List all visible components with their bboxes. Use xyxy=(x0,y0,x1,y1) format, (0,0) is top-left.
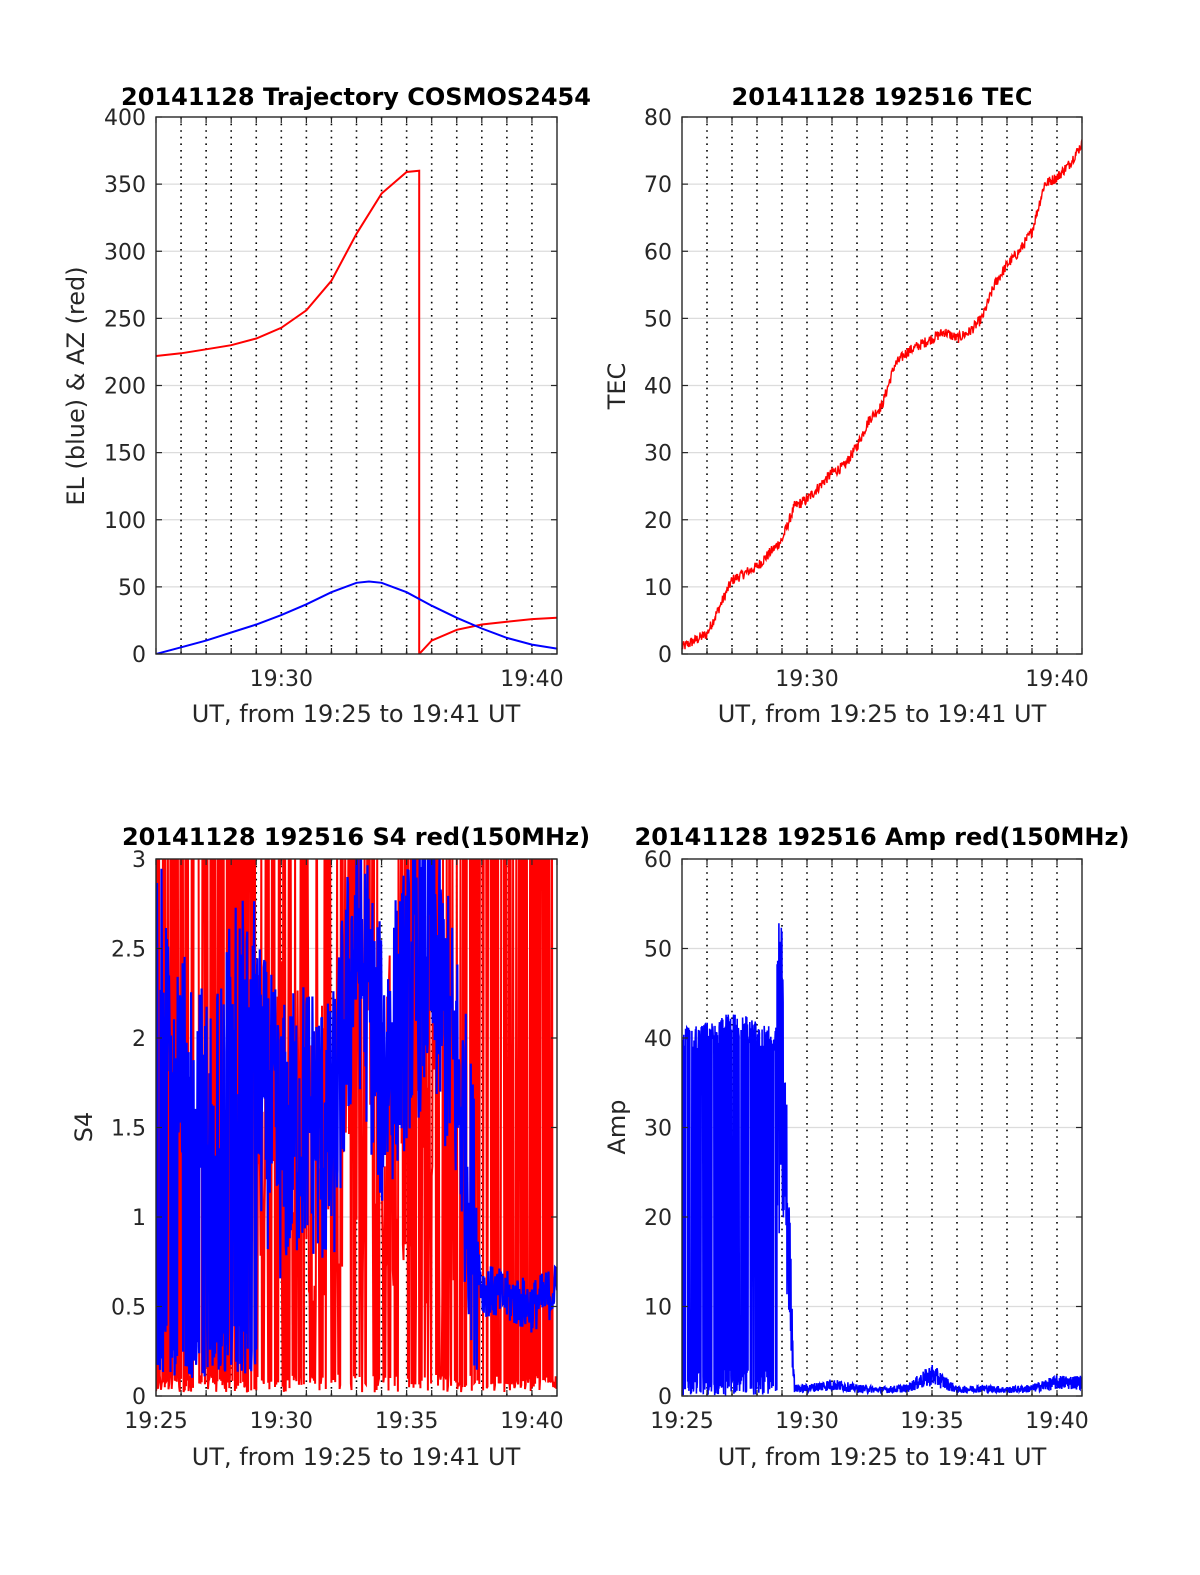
s4-ytick-label: 2 xyxy=(132,1027,146,1052)
tec-xlabel: UT, from 19:25 to 19:41 UT xyxy=(718,700,1047,728)
amp-xlabel: UT, from 19:25 to 19:41 UT xyxy=(718,1443,1047,1471)
amp-ytick-label: 50 xyxy=(644,938,672,963)
tec-ytick-label: 70 xyxy=(644,173,672,198)
tec-title: 20141128 192516 TEC xyxy=(732,83,1033,111)
tec-xtick-label: 19:40 xyxy=(1025,667,1088,692)
amp-plot-area: 0 10 20 30 40 50 60 19:25 19:30 19:35 19:40 xyxy=(644,848,1089,1434)
trajectory-data-layer xyxy=(156,169,557,654)
trajectory-ytick-label: 300 xyxy=(104,240,146,265)
s4-ytick-label: 1 xyxy=(132,1206,146,1231)
s4-ytick-label: 3 xyxy=(132,848,146,873)
amp-ytick-label: 0 xyxy=(658,1385,672,1410)
amp-xtick-label: 19:35 xyxy=(900,1409,963,1434)
trajectory-ytick-label: 400 xyxy=(104,106,146,131)
s4-xtick-label: 19:30 xyxy=(250,1409,313,1434)
tec-ytick-label: 0 xyxy=(658,643,672,668)
s4-ytick-label: 1.5 xyxy=(111,1117,146,1142)
trajectory-xtick-label: 19:30 xyxy=(250,667,313,692)
tec-xtick-label: 19:30 xyxy=(775,667,838,692)
s4-xtick-label: 19:40 xyxy=(500,1409,563,1434)
tec-plot-area: 0 10 20 30 40 50 60 70 80 19:30 19:40 xyxy=(644,106,1089,692)
trajectory-xtick-label: 19:40 xyxy=(500,667,563,692)
s4-data-layer xyxy=(156,859,557,1393)
amp-title: 20141128 192516 Amp red(150MHz) xyxy=(635,823,1130,851)
amp-xtick-label: 19:40 xyxy=(1025,1409,1088,1434)
tec-series-tec xyxy=(682,139,1082,650)
trajectory-xlabel: UT, from 19:25 to 19:41 UT xyxy=(192,700,521,728)
s4-series-blue xyxy=(156,859,557,1378)
tec-ytick-label: 30 xyxy=(644,442,672,467)
trajectory-ytick-label: 150 xyxy=(104,442,146,467)
s4-ylabel: S4 xyxy=(70,1112,98,1143)
tec-ytick-label: 40 xyxy=(644,375,672,400)
trajectory-ytick-label: 50 xyxy=(118,576,146,601)
trajectory-series-el xyxy=(156,580,557,654)
s4-xtick-label: 19:35 xyxy=(375,1409,438,1434)
amp-xtick-label: 19:30 xyxy=(775,1409,838,1434)
amp-panel: 20141128 192516 Amp red(150MHz) 0 10 20 30 4… xyxy=(603,823,1129,1471)
amp-ytick-label: 60 xyxy=(644,848,672,873)
trajectory-ylabel: EL (blue) & AZ (red) xyxy=(62,266,90,505)
trajectory-ytick-label: 250 xyxy=(104,307,146,332)
s4-ytick-label: 0 xyxy=(132,1385,146,1410)
trajectory-ytick-label: 350 xyxy=(104,173,146,198)
trajectory-plot-area: 0 50 100 150 200 250 300 350 400 19:30 19:40 xyxy=(104,106,564,692)
s4-plot-area: 0 0.5 1 1.5 2 2.5 3 19:25 19:30 19:35 19:40 xyxy=(111,848,564,1434)
s4-ytick-label: 2.5 xyxy=(111,938,146,963)
amp-ytick-label: 30 xyxy=(644,1117,672,1142)
trajectory-panel: 20141128 Trajectory COSMOS2454 0 50 100 150… xyxy=(62,83,591,728)
trajectory-ytick-label: 100 xyxy=(104,509,146,534)
tec-ylabel: TEC xyxy=(603,363,631,411)
tec-panel: 20141128 192516 TEC 0 10 20 30 40 50 60 70 80 19:… xyxy=(603,83,1089,728)
s4-xtick-label: 19:25 xyxy=(124,1409,187,1434)
tec-ytick-label: 80 xyxy=(644,106,672,131)
tec-ytick-label: 50 xyxy=(644,307,672,332)
tec-ytick-label: 20 xyxy=(644,509,672,534)
s4-ytick-label: 0.5 xyxy=(111,1296,146,1321)
trajectory-ytick-label: 0 xyxy=(132,643,146,668)
s4-xlabel: UT, from 19:25 to 19:41 UT xyxy=(192,1443,521,1471)
tec-ytick-label: 10 xyxy=(644,576,672,601)
s4-panel: 20141128 192516 S4 red(150MHz) 0 0.5 1 1.5 2… xyxy=(70,823,590,1471)
trajectory-title: 20141128 Trajectory COSMOS2454 xyxy=(121,83,591,111)
tec-ytick-label: 60 xyxy=(644,240,672,265)
s4-title: 20141128 192516 S4 red(150MHz) xyxy=(122,823,590,851)
amp-xtick-label: 19:25 xyxy=(650,1409,713,1434)
tec-data-layer xyxy=(682,139,1082,650)
trajectory-series-az xyxy=(156,169,557,654)
amp-ytick-label: 10 xyxy=(644,1296,672,1321)
trajectory-ytick-label: 200 xyxy=(104,375,146,400)
amp-ytick-label: 20 xyxy=(644,1206,672,1231)
amp-ytick-label: 40 xyxy=(644,1027,672,1052)
amp-ylabel: Amp xyxy=(603,1099,631,1154)
